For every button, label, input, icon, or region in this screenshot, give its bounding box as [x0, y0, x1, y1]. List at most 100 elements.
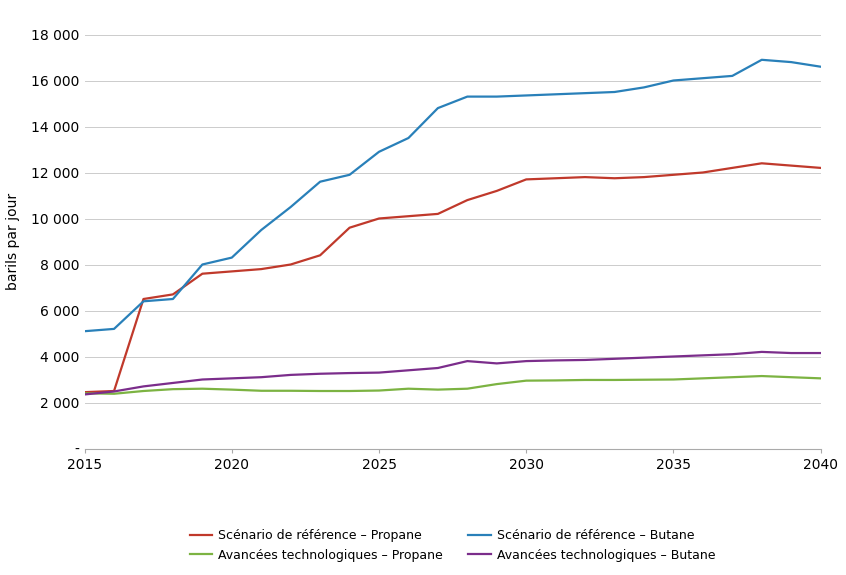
Line: Avancées technologiques – Propane: Avancées technologiques – Propane — [85, 376, 821, 394]
Line: Scénario de référence – Butane: Scénario de référence – Butane — [85, 60, 821, 331]
Scénario de référence – Propane — [492, 187, 502, 194]
Scénario de référence – Butane — [256, 227, 266, 233]
Scénario de référence – Butane — [639, 84, 649, 91]
Scénario de référence – Propane — [109, 388, 119, 394]
Avancées technologiques – Butane — [374, 369, 384, 376]
Scénario de référence – Propane — [139, 296, 149, 302]
Scénario de référence – Butane — [374, 148, 384, 155]
Scénario de référence – Propane — [668, 171, 678, 178]
Avancées technologiques – Butane — [668, 353, 678, 360]
Scénario de référence – Butane — [433, 105, 443, 112]
Line: Avancées technologiques – Butane: Avancées technologiques – Butane — [85, 352, 821, 394]
Scénario de référence – Butane — [786, 59, 796, 66]
Avancées technologiques – Propane — [609, 377, 619, 384]
Avancées technologiques – Butane — [80, 391, 90, 398]
Avancées technologiques – Propane — [80, 390, 90, 397]
Avancées technologiques – Propane — [344, 388, 354, 394]
Scénario de référence – Propane — [698, 169, 708, 176]
Avancées technologiques – Butane — [551, 357, 561, 364]
Scénario de référence – Propane — [168, 291, 178, 298]
Avancées technologiques – Butane — [256, 374, 266, 381]
Scénario de référence – Propane — [433, 210, 443, 217]
Scénario de référence – Butane — [551, 91, 561, 98]
Scénario de référence – Propane — [197, 270, 207, 277]
Scénario de référence – Butane — [668, 77, 678, 84]
Avancées technologiques – Butane — [609, 355, 619, 362]
Avancées technologiques – Butane — [433, 365, 443, 371]
Scénario de référence – Propane — [756, 160, 766, 167]
Scénario de référence – Butane — [580, 90, 591, 97]
Avancées technologiques – Butane — [816, 350, 826, 356]
Scénario de référence – Butane — [80, 328, 90, 335]
Avancées technologiques – Propane — [698, 375, 708, 382]
Avancées technologiques – Propane — [139, 388, 149, 394]
Avancées technologiques – Propane — [227, 386, 237, 393]
Scénario de référence – Propane — [344, 224, 354, 231]
Avancées technologiques – Butane — [168, 380, 178, 386]
Avancées technologiques – Propane — [374, 387, 384, 394]
Scénario de référence – Butane — [286, 204, 296, 210]
Scénario de référence – Propane — [786, 162, 796, 169]
Scénario de référence – Propane — [227, 268, 237, 275]
Scénario de référence – Butane — [728, 72, 738, 79]
Avancées technologiques – Propane — [462, 385, 472, 392]
Scénario de référence – Butane — [344, 171, 354, 178]
Scénario de référence – Butane — [816, 63, 826, 70]
Avancées technologiques – Butane — [109, 388, 119, 395]
Scénario de référence – Propane — [816, 164, 826, 171]
Avancées technologiques – Butane — [786, 350, 796, 356]
Avancées technologiques – Propane — [168, 386, 178, 393]
Avancées technologiques – Propane — [492, 381, 502, 388]
Avancées technologiques – Propane — [551, 377, 561, 384]
Scénario de référence – Propane — [609, 175, 619, 182]
Avancées technologiques – Butane — [139, 383, 149, 390]
Line: Scénario de référence – Propane: Scénario de référence – Propane — [85, 163, 821, 392]
Scénario de référence – Butane — [756, 56, 766, 63]
Avancées technologiques – Propane — [668, 376, 678, 383]
Scénario de référence – Butane — [315, 178, 325, 185]
Scénario de référence – Butane — [462, 93, 472, 100]
Avancées technologiques – Butane — [492, 360, 502, 367]
Avancées technologiques – Butane — [286, 371, 296, 378]
Scénario de référence – Butane — [521, 92, 531, 99]
Avancées technologiques – Butane — [521, 358, 531, 365]
Avancées technologiques – Propane — [521, 377, 531, 384]
Scénario de référence – Butane — [139, 298, 149, 305]
Scénario de référence – Butane — [698, 75, 708, 82]
Avancées technologiques – Propane — [580, 377, 591, 384]
Scénario de référence – Butane — [197, 261, 207, 268]
Scénario de référence – Butane — [109, 325, 119, 332]
Scénario de référence – Propane — [580, 174, 591, 181]
Avancées technologiques – Propane — [256, 388, 266, 394]
Scénario de référence – Butane — [168, 296, 178, 302]
Avancées technologiques – Propane — [315, 388, 325, 394]
Scénario de référence – Propane — [462, 197, 472, 204]
Y-axis label: barils par jour: barils par jour — [6, 193, 20, 290]
Avancées technologiques – Butane — [728, 351, 738, 358]
Scénario de référence – Propane — [728, 164, 738, 171]
Scénario de référence – Propane — [521, 176, 531, 183]
Scénario de référence – Propane — [256, 266, 266, 273]
Avancées technologiques – Butane — [639, 354, 649, 361]
Scénario de référence – Propane — [80, 389, 90, 396]
Scénario de référence – Propane — [315, 252, 325, 259]
Scénario de référence – Propane — [404, 213, 414, 220]
Scénario de référence – Propane — [639, 174, 649, 181]
Scénario de référence – Propane — [374, 215, 384, 222]
Avancées technologiques – Propane — [816, 375, 826, 382]
Avancées technologiques – Butane — [227, 375, 237, 382]
Avancées technologiques – Butane — [197, 376, 207, 383]
Scénario de référence – Propane — [551, 175, 561, 182]
Scénario de référence – Butane — [404, 135, 414, 141]
Avancées technologiques – Propane — [728, 374, 738, 381]
Avancées technologiques – Butane — [315, 370, 325, 377]
Avancées technologiques – Propane — [286, 388, 296, 394]
Avancées technologiques – Butane — [462, 358, 472, 365]
Avancées technologiques – Propane — [404, 385, 414, 392]
Avancées technologiques – Butane — [698, 352, 708, 359]
Avancées technologiques – Propane — [197, 385, 207, 392]
Avancées technologiques – Propane — [756, 373, 766, 380]
Avancées technologiques – Propane — [639, 376, 649, 383]
Avancées technologiques – Propane — [786, 374, 796, 381]
Avancées technologiques – Propane — [109, 390, 119, 397]
